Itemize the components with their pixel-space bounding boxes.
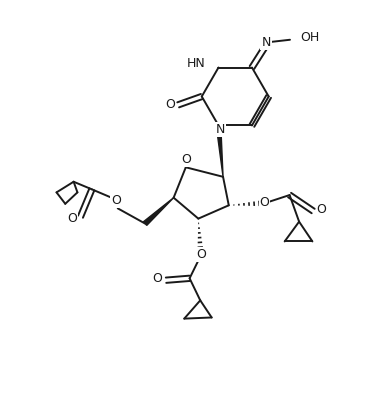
Text: O: O — [165, 98, 175, 112]
Text: O: O — [67, 212, 77, 225]
Text: N: N — [216, 123, 225, 136]
Text: O: O — [260, 196, 269, 209]
Polygon shape — [216, 125, 223, 177]
Text: O: O — [153, 272, 163, 285]
Polygon shape — [144, 198, 173, 225]
Text: HN: HN — [187, 57, 205, 70]
Text: O: O — [111, 194, 121, 207]
Text: O: O — [196, 248, 206, 261]
Text: O: O — [182, 153, 192, 166]
Text: N: N — [261, 36, 271, 48]
Text: OH: OH — [301, 32, 320, 44]
Text: O: O — [317, 203, 326, 216]
